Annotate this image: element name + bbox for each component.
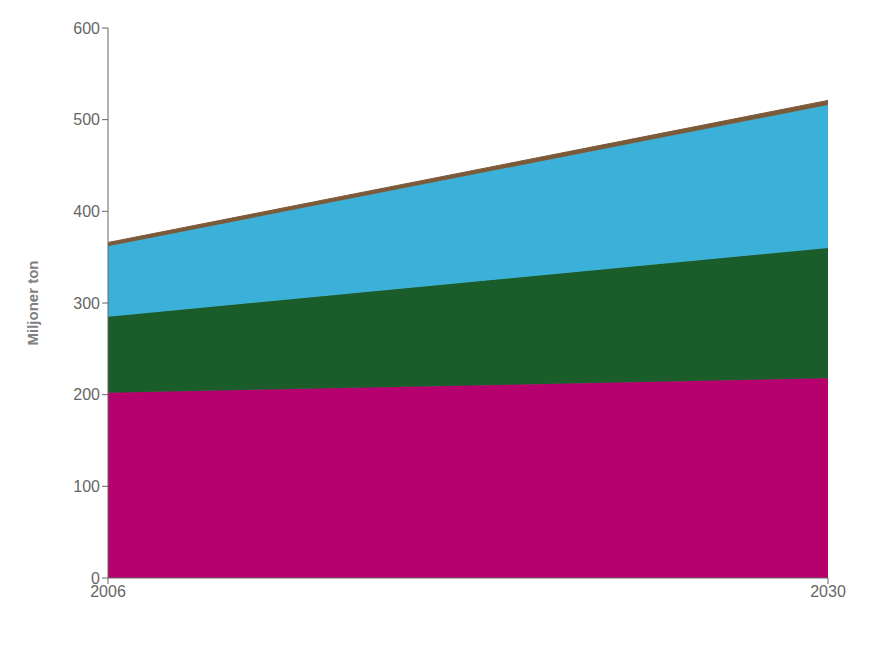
svg-text:300: 300 <box>73 295 100 312</box>
svg-text:0: 0 <box>91 570 100 587</box>
svg-text:Miljoner ton: Miljoner ton <box>24 261 41 346</box>
svg-text:400: 400 <box>73 203 100 220</box>
svg-text:500: 500 <box>73 111 100 128</box>
svg-text:2030: 2030 <box>810 583 846 600</box>
svg-text:200: 200 <box>73 386 100 403</box>
svg-text:600: 600 <box>73 20 100 37</box>
svg-text:100: 100 <box>73 478 100 495</box>
svg-text:2006: 2006 <box>90 583 126 601</box>
